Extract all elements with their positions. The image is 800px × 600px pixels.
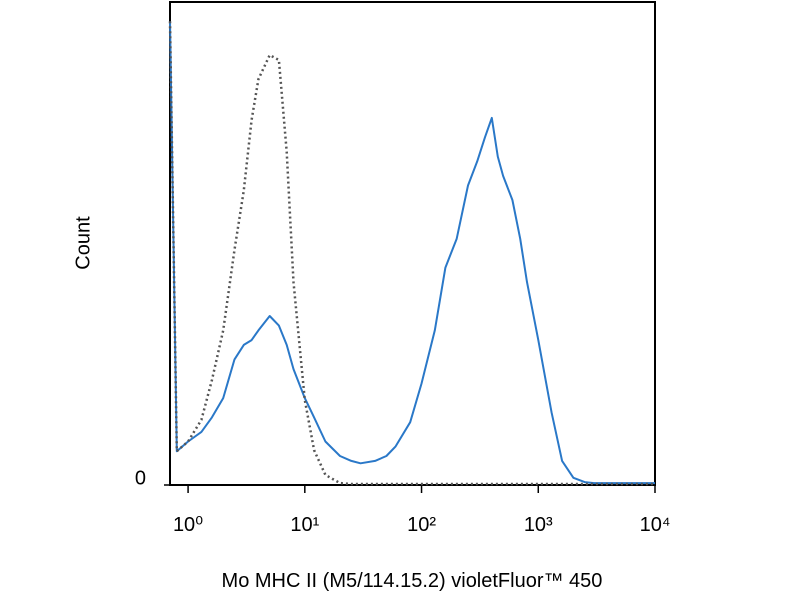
x-tick-label: 10² xyxy=(407,514,436,536)
series-line xyxy=(169,21,655,485)
x-axis-label: Mo MHC II (M5/114.15.2) violetFluor™ 450 xyxy=(222,570,603,592)
x-tick-label: 10⁴ xyxy=(640,514,671,536)
x-tick-label: 10³ xyxy=(524,514,553,536)
y-axis-label: Count xyxy=(72,216,94,270)
y-tick-label: 0 xyxy=(135,467,146,489)
x-tick-label: 10⁰ xyxy=(173,514,203,536)
x-tick-label: 10¹ xyxy=(290,514,319,536)
